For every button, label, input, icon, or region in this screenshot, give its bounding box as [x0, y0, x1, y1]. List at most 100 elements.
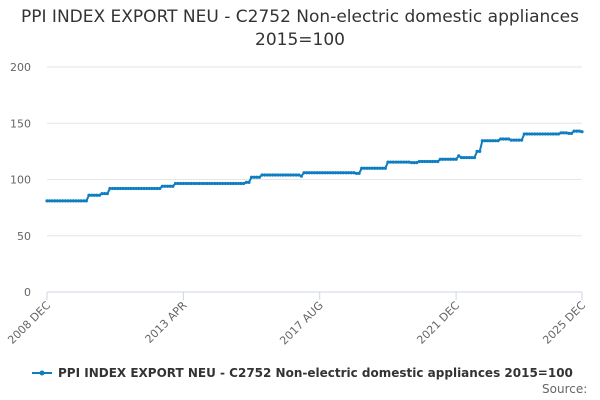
data-point: [299, 174, 303, 178]
data-point: [286, 173, 290, 177]
data-point: [569, 131, 574, 135]
data-point: [113, 186, 117, 191]
data-point: [388, 160, 393, 164]
data-point: [202, 181, 206, 186]
data-point: [488, 139, 492, 143]
data-point: [213, 181, 217, 186]
data-point: [187, 181, 191, 186]
data-point: [465, 155, 469, 160]
data-point: [449, 157, 453, 161]
data-point: [124, 186, 128, 191]
data-point: [336, 171, 340, 175]
data-point: [50, 199, 54, 203]
data-point: [396, 160, 401, 164]
data-point: [509, 138, 513, 142]
data-point: [357, 171, 361, 175]
data-point: [110, 186, 115, 191]
data-point: [137, 186, 141, 191]
data-point: [228, 181, 233, 186]
data-point: [45, 199, 49, 203]
data-point: [305, 171, 309, 175]
data-point: [399, 160, 403, 164]
data-point: [546, 132, 550, 136]
data-point: [181, 181, 185, 186]
series-line: [47, 130, 583, 202]
x-tick-label: 2013 APR: [143, 299, 190, 346]
data-point: [580, 130, 584, 134]
data-point: [485, 139, 490, 143]
data-point: [446, 157, 450, 161]
data-point: [268, 173, 272, 177]
data-point: [189, 181, 193, 186]
data-point: [270, 173, 275, 177]
data-point: [176, 181, 180, 186]
data-point: [289, 173, 293, 177]
data-point: [520, 138, 524, 142]
data-point: [352, 171, 356, 175]
data-point: [499, 137, 503, 141]
data-point: [76, 199, 81, 203]
y-tick-label: 200: [10, 61, 31, 74]
data-point: [145, 186, 149, 191]
legend-line-icon: [32, 370, 52, 376]
data-point: [55, 199, 60, 203]
data-point: [433, 159, 437, 164]
data-point: [134, 186, 138, 191]
data-point: [276, 173, 280, 177]
data-point: [95, 193, 99, 197]
data-point: [184, 181, 188, 186]
legend-item[interactable]: PPI INDEX EXPORT NEU - C2752 Non-electri…: [32, 366, 573, 380]
data-point: [74, 199, 78, 203]
data-point: [472, 155, 477, 160]
data-point: [533, 132, 537, 136]
data-point: [564, 131, 568, 135]
data-point: [236, 181, 241, 186]
data-point: [548, 132, 553, 136]
data-point: [221, 181, 225, 186]
data-point: [179, 181, 183, 186]
data-point: [344, 171, 348, 175]
data-point: [360, 166, 364, 170]
data-point: [501, 137, 505, 141]
data-point: [150, 186, 154, 191]
data-point: [158, 186, 162, 191]
data-point: [223, 181, 227, 186]
data-point: [163, 184, 167, 188]
data-point: [556, 132, 560, 136]
data-point: [407, 160, 411, 164]
data-point: [394, 160, 398, 164]
data-point: [517, 138, 521, 142]
data-point: [89, 193, 94, 197]
data-point: [152, 186, 157, 191]
data-point: [207, 181, 212, 186]
data-point: [166, 184, 170, 188]
data-point: [100, 191, 104, 196]
data-point: [142, 186, 146, 191]
data-point: [441, 157, 445, 161]
data-point: [346, 171, 351, 175]
data-point: [551, 132, 555, 136]
data-point: [48, 199, 52, 203]
data-point: [260, 173, 264, 177]
data-point: [53, 199, 57, 203]
data-point: [554, 132, 558, 136]
data-point: [525, 132, 529, 136]
data-point: [147, 186, 151, 191]
data-point: [496, 139, 500, 143]
data-point: [218, 181, 222, 186]
data-point: [273, 173, 277, 177]
data-point: [312, 171, 317, 175]
data-point: [318, 171, 322, 175]
data-point: [108, 186, 112, 191]
data-point: [362, 166, 366, 170]
x-tick-label: 2021 DEC: [414, 299, 462, 347]
source-label: Source:: [542, 382, 588, 396]
data-point: [315, 171, 319, 175]
data-point: [459, 155, 463, 160]
data-point: [475, 149, 479, 153]
data-point: [370, 166, 374, 170]
data-point: [444, 157, 448, 161]
data-point: [428, 159, 432, 164]
data-point: [255, 175, 259, 179]
data-point: [451, 157, 456, 161]
